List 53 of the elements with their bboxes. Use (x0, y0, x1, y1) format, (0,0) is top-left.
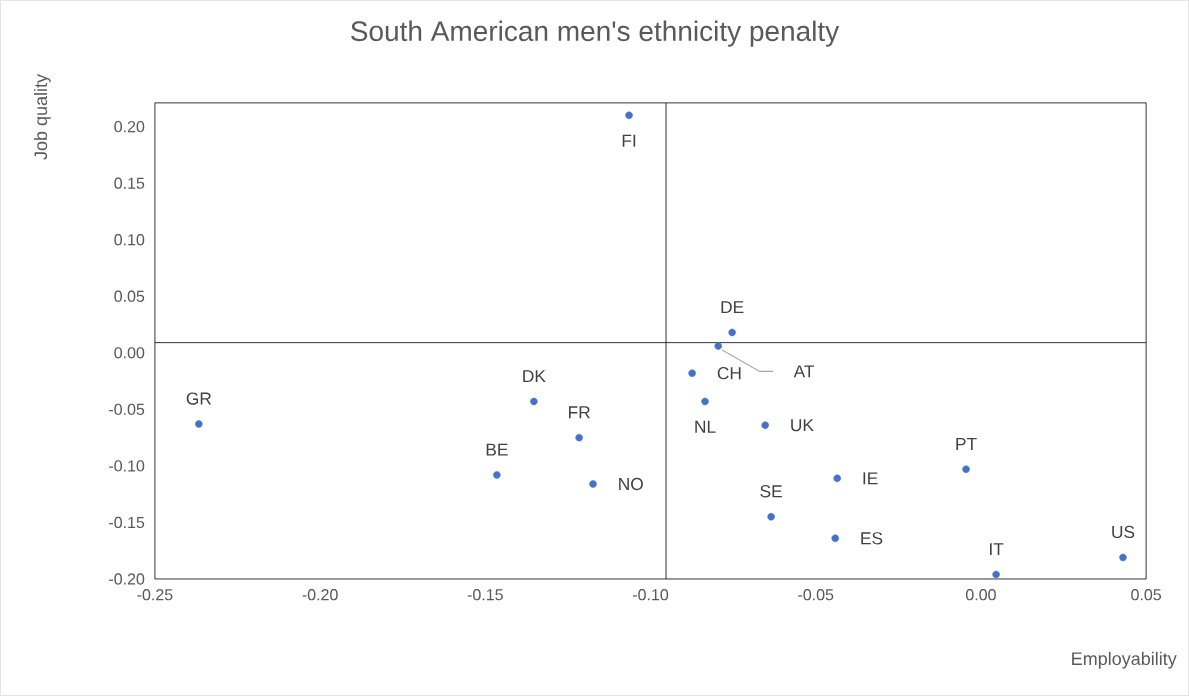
point (575, 433, 583, 442)
y-tick-label: 0.15 (114, 177, 145, 189)
y-tick-label: -0.20 (109, 573, 145, 585)
point (195, 420, 203, 428)
point (530, 397, 538, 406)
y-tick-label: 0.20 (114, 121, 145, 133)
point (767, 513, 775, 521)
point (625, 111, 633, 120)
annotation: US (1112, 525, 1135, 539)
y-axis-title: Job quality (33, 74, 51, 160)
x-axis-title: Employability (1072, 651, 1177, 669)
point (728, 328, 736, 337)
point (992, 570, 1000, 579)
y-tick-label: -0.05 (109, 403, 145, 416)
point (589, 480, 597, 488)
point (761, 421, 769, 429)
annotation: NL (695, 420, 716, 433)
annotation: ES (861, 532, 883, 545)
point (688, 369, 696, 377)
annotation: CH (717, 367, 741, 380)
point (493, 471, 501, 479)
x-tick-label: -0.15 (467, 589, 503, 601)
x-tick-label: 0.00 (965, 589, 996, 601)
point (831, 534, 839, 543)
y-tick-label: 0.00 (114, 347, 145, 359)
y-tick-label: -0.15 (109, 516, 145, 529)
chart-title: South American men's ethnicity penalty (351, 20, 840, 47)
point (962, 465, 970, 474)
point (1119, 553, 1127, 562)
y-tick-label: 0.10 (114, 234, 145, 246)
annotation: DK (523, 370, 546, 383)
annotation: BE (486, 443, 508, 456)
annotation: SE (760, 485, 782, 498)
annotation: FR (569, 406, 590, 419)
point (833, 474, 841, 483)
annotation: IE (863, 472, 878, 485)
point (714, 342, 722, 350)
annotation: PT (956, 438, 977, 450)
x-tick-label: -0.20 (302, 589, 338, 601)
annotation: AT (793, 365, 815, 378)
point (701, 397, 709, 406)
y-tick-label: -0.10 (109, 460, 145, 472)
x-tick-label: 0.05 (1131, 589, 1162, 601)
annotation: DE (721, 301, 744, 314)
annotation: UK (791, 419, 814, 432)
x-tick-label: -0.25 (137, 589, 173, 601)
y-tick-label: 0.05 (114, 290, 145, 302)
x-tick-label: -0.10 (632, 589, 669, 601)
annotation: FI (622, 134, 636, 147)
annotation: IT (990, 543, 1004, 556)
annotation: GR (186, 392, 212, 405)
x-tick-label: -0.05 (798, 589, 834, 601)
annotation: NO (619, 477, 643, 491)
